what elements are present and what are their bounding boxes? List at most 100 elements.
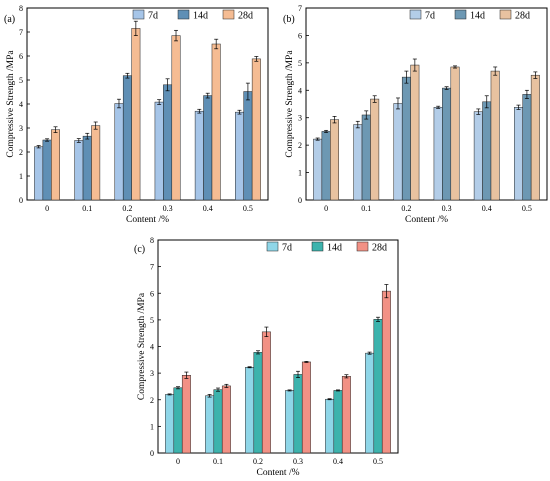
x-tick-label: 0.4 bbox=[203, 204, 213, 213]
bar-28d-0.5 bbox=[251, 58, 261, 201]
bar-14d-0.2 bbox=[401, 76, 411, 201]
x-tick-label: 0.2 bbox=[401, 204, 411, 213]
y-tick-label: 4 bbox=[298, 86, 302, 95]
bar-28d-0.2 bbox=[261, 331, 271, 454]
bar-28d-0 bbox=[181, 375, 191, 454]
legend: 7d 14d 28d bbox=[132, 9, 253, 22]
legend-label: 14d bbox=[193, 11, 208, 22]
y-tick-label: 8 bbox=[150, 236, 154, 245]
bar-7d-0.1 bbox=[205, 395, 215, 454]
bar-14d-0.3 bbox=[163, 84, 173, 201]
bar-14d-0.1 bbox=[82, 135, 92, 201]
x-tick-label: 0 bbox=[324, 204, 328, 213]
panel-label: (a) bbox=[4, 14, 15, 25]
bar-7d-0.2 bbox=[114, 103, 124, 201]
bar-28d-0.2 bbox=[410, 64, 420, 201]
legend-swatch bbox=[266, 241, 279, 252]
legend-swatch bbox=[222, 9, 235, 20]
bar-7d-0.5 bbox=[235, 111, 244, 201]
bar-7d-0.4 bbox=[325, 398, 335, 454]
bar-7d-0 bbox=[165, 394, 175, 454]
bar-7d-0.3 bbox=[433, 107, 443, 201]
bar-14d-0.2 bbox=[253, 352, 263, 454]
y-tick-label: 7 bbox=[19, 28, 23, 37]
x-axis-label: Content /% bbox=[126, 215, 169, 225]
bar-14d-0.5 bbox=[243, 91, 253, 201]
x-axis-label: Content /% bbox=[256, 468, 299, 476]
y-tick-label: 2 bbox=[298, 141, 302, 150]
legend-swatch bbox=[409, 9, 422, 20]
legend-label: 28d bbox=[238, 11, 253, 22]
y-tick-label: 1 bbox=[19, 172, 23, 181]
legend-label: 28d bbox=[515, 11, 530, 22]
y-tick-label: 7 bbox=[298, 4, 302, 13]
legend: 7d 14d 28d bbox=[266, 241, 387, 254]
legend-label: 28d bbox=[372, 243, 387, 254]
bar-28d-0.1 bbox=[221, 385, 231, 454]
y-tick-label: 5 bbox=[19, 76, 23, 85]
bar-28d-0.3 bbox=[301, 361, 311, 454]
bar-28d-0.4 bbox=[490, 70, 500, 201]
bar-7d-0 bbox=[34, 146, 44, 201]
y-tick-label: 3 bbox=[298, 114, 302, 123]
bar-7d-0.3 bbox=[285, 390, 295, 454]
y-axis-label: Compressive Strength /MPa bbox=[137, 292, 147, 400]
y-tick-label: 1 bbox=[150, 422, 154, 431]
bar-28d-0.5 bbox=[530, 74, 540, 201]
bar-7d-0.5 bbox=[365, 352, 375, 454]
x-tick-label: 0.1 bbox=[82, 204, 92, 213]
bar-28d-0.3 bbox=[171, 35, 181, 201]
bar-7d-0.4 bbox=[473, 111, 483, 201]
bar-14d-0 bbox=[321, 131, 331, 201]
legend-swatch bbox=[356, 241, 369, 252]
x-tick-label: 0.4 bbox=[333, 457, 343, 466]
bar-28d-0.4 bbox=[211, 43, 221, 201]
chart-panel-3: 0 1 2 3 4 5 6 7 8 0 0.1 0.2 0.3 0.4 0.5 Content /% Compr… bbox=[134, 236, 399, 478]
legend-label: 7d bbox=[282, 243, 292, 254]
x-tick-label: 0.2 bbox=[253, 457, 263, 466]
x-tick-label: 0.5 bbox=[373, 457, 383, 466]
panel-label: (c) bbox=[134, 244, 145, 255]
y-axis-label: Compressive Strength /MPa bbox=[6, 50, 16, 158]
bar-28d-0.4 bbox=[341, 376, 351, 454]
bar-28d-0 bbox=[330, 119, 339, 201]
x-tick-label: 0.3 bbox=[442, 204, 452, 213]
legend-swatch bbox=[499, 9, 512, 20]
bar-28d-0.1 bbox=[370, 98, 380, 201]
bar-28d-0.2 bbox=[131, 28, 141, 201]
x-tick-label: 0 bbox=[45, 204, 49, 213]
bar-7d-0.2 bbox=[393, 103, 403, 201]
bar-14d-0.4 bbox=[482, 101, 492, 201]
x-tick-label: 0.2 bbox=[122, 204, 132, 213]
bar-7d-0.5 bbox=[514, 107, 523, 201]
x-tick-label: 0.5 bbox=[522, 204, 532, 213]
y-tick-label: 6 bbox=[19, 52, 23, 61]
y-tick-label: 4 bbox=[19, 100, 23, 109]
y-axis-label: Compressive Strength /MPa bbox=[285, 50, 295, 158]
bar-14d-0.5 bbox=[373, 319, 383, 454]
bar-14d-0.2 bbox=[122, 75, 132, 201]
bar-14d-0.1 bbox=[213, 389, 223, 454]
bar-7d-0.3 bbox=[154, 101, 164, 201]
y-tick-label: 0 bbox=[19, 196, 23, 205]
legend-swatch bbox=[177, 9, 190, 20]
bar-14d-0.1 bbox=[361, 114, 371, 201]
y-tick-label: 8 bbox=[19, 4, 23, 13]
chart-panel-1: 0 1 2 3 4 5 6 7 8 0 0.1 0.2 0.3 0.4 0.5 Content /% Compr… bbox=[4, 4, 269, 225]
legend-swatch bbox=[454, 9, 467, 20]
bar-28d-0 bbox=[51, 129, 60, 201]
y-tick-label: 4 bbox=[150, 343, 154, 352]
plot-frame bbox=[26, 7, 269, 201]
legend: 7d 14d 28d bbox=[409, 9, 530, 22]
legend-label: 7d bbox=[425, 11, 435, 22]
y-tick-label: 2 bbox=[19, 148, 23, 157]
bar-14d-0.3 bbox=[293, 374, 303, 454]
x-tick-label: 0 bbox=[176, 457, 180, 466]
bar-28d-0.1 bbox=[91, 125, 101, 201]
y-tick-label: 0 bbox=[298, 196, 302, 205]
y-tick-label: 2 bbox=[150, 396, 154, 405]
y-tick-label: 5 bbox=[298, 59, 302, 68]
legend-label: 14d bbox=[470, 11, 485, 22]
x-tick-label: 0.5 bbox=[243, 204, 253, 213]
